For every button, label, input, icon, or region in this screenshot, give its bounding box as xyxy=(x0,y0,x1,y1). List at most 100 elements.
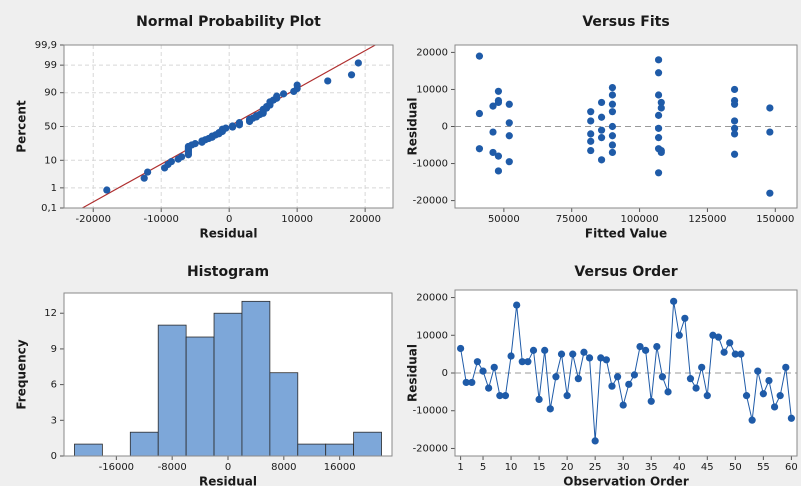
data-point xyxy=(654,111,663,119)
data-point xyxy=(664,388,672,396)
data-point xyxy=(557,350,566,358)
data-point xyxy=(279,90,288,98)
data-point xyxy=(587,108,595,116)
data-point xyxy=(222,124,230,132)
data-point xyxy=(324,77,332,85)
data-point xyxy=(228,122,237,130)
data-point xyxy=(730,117,739,125)
data-point xyxy=(569,350,577,358)
data-point xyxy=(726,339,734,347)
data-point xyxy=(347,71,356,79)
x-tick-label: 10000 xyxy=(281,214,313,225)
data-point xyxy=(597,126,606,134)
data-point xyxy=(608,91,617,99)
y-axis-label: Percent xyxy=(15,100,29,153)
y-tick-label: -20000 xyxy=(413,443,448,454)
y-tick-label: 3 xyxy=(51,415,57,426)
data-point xyxy=(720,348,728,356)
bar xyxy=(353,431,382,457)
y-tick-label: 9 xyxy=(51,344,57,355)
plot-frame xyxy=(454,289,798,457)
bar xyxy=(157,324,187,457)
data-point xyxy=(535,395,543,404)
data-point xyxy=(587,146,595,155)
x-tick-label: -20000 xyxy=(76,214,111,225)
panel-title: Versus Fits xyxy=(582,14,669,30)
data-point xyxy=(505,132,513,140)
x-tick-label: 55 xyxy=(757,462,770,473)
y-tick-label: 20000 xyxy=(416,47,448,58)
data-point xyxy=(766,189,774,197)
y-tick-label: 0 xyxy=(51,451,57,462)
x-tick-label: 50 xyxy=(729,462,742,473)
y-tick-label: -10000 xyxy=(413,159,448,170)
x-tick-label: 50000 xyxy=(488,214,520,225)
data-point xyxy=(654,91,663,99)
y-tick-label: 20000 xyxy=(416,293,448,304)
data-point xyxy=(457,344,465,353)
data-point xyxy=(479,367,487,375)
x-tick-label: 0 xyxy=(226,214,232,225)
data-point xyxy=(552,373,560,381)
data-point xyxy=(587,137,595,145)
data-point xyxy=(167,157,176,166)
data-point xyxy=(177,153,186,161)
data-point xyxy=(505,119,513,127)
x-tick-label: 75000 xyxy=(556,214,588,225)
data-point xyxy=(675,331,683,339)
data-point xyxy=(608,132,617,140)
data-point xyxy=(754,367,762,375)
x-axis-label: Fitted Value xyxy=(585,227,667,241)
data-point xyxy=(505,100,513,108)
bar xyxy=(269,372,299,457)
data-point xyxy=(494,98,503,107)
x-axis-label: Residual xyxy=(199,475,257,486)
panel-title: Normal Probability Plot xyxy=(136,14,321,30)
data-point xyxy=(501,392,510,400)
data-point xyxy=(496,392,504,400)
data-point xyxy=(613,373,622,381)
data-point xyxy=(585,354,594,362)
x-tick-label: -16000 xyxy=(99,462,134,473)
x-tick-label: 30 xyxy=(617,462,630,473)
y-tick-label: 6 xyxy=(51,380,57,391)
x-tick-label: 45 xyxy=(701,462,714,473)
data-point xyxy=(681,314,689,322)
bar xyxy=(74,443,103,457)
plot-frame xyxy=(63,292,393,457)
x-tick-label: 20 xyxy=(561,462,574,473)
y-tick-label: 0,1 xyxy=(41,203,57,214)
data-point xyxy=(518,358,526,366)
data-point xyxy=(770,403,779,411)
data-point xyxy=(630,371,639,379)
data-point xyxy=(776,392,784,400)
bar xyxy=(129,431,159,457)
data-point xyxy=(597,354,605,362)
data-point xyxy=(730,150,739,158)
y-axis-label: Frequency xyxy=(15,339,29,409)
y-tick-label: 10 xyxy=(44,155,57,166)
data-point xyxy=(737,350,745,358)
data-point xyxy=(587,117,595,125)
data-point xyxy=(703,392,711,400)
data-point xyxy=(730,124,739,132)
data-point xyxy=(730,85,739,94)
data-point xyxy=(489,128,497,136)
data-point xyxy=(529,346,538,354)
data-point xyxy=(546,405,554,413)
data-point xyxy=(513,301,521,309)
data-point xyxy=(766,128,774,136)
data-point xyxy=(473,358,482,366)
panel-title: Versus Order xyxy=(574,264,677,280)
data-point xyxy=(485,384,493,392)
data-point xyxy=(597,113,606,121)
data-point xyxy=(787,414,795,422)
data-point xyxy=(692,384,700,392)
y-tick-label: 50 xyxy=(44,122,57,133)
data-point xyxy=(462,378,470,387)
data-point xyxy=(748,416,756,424)
data-point xyxy=(730,100,739,108)
y-tick-label: -10000 xyxy=(413,406,448,417)
